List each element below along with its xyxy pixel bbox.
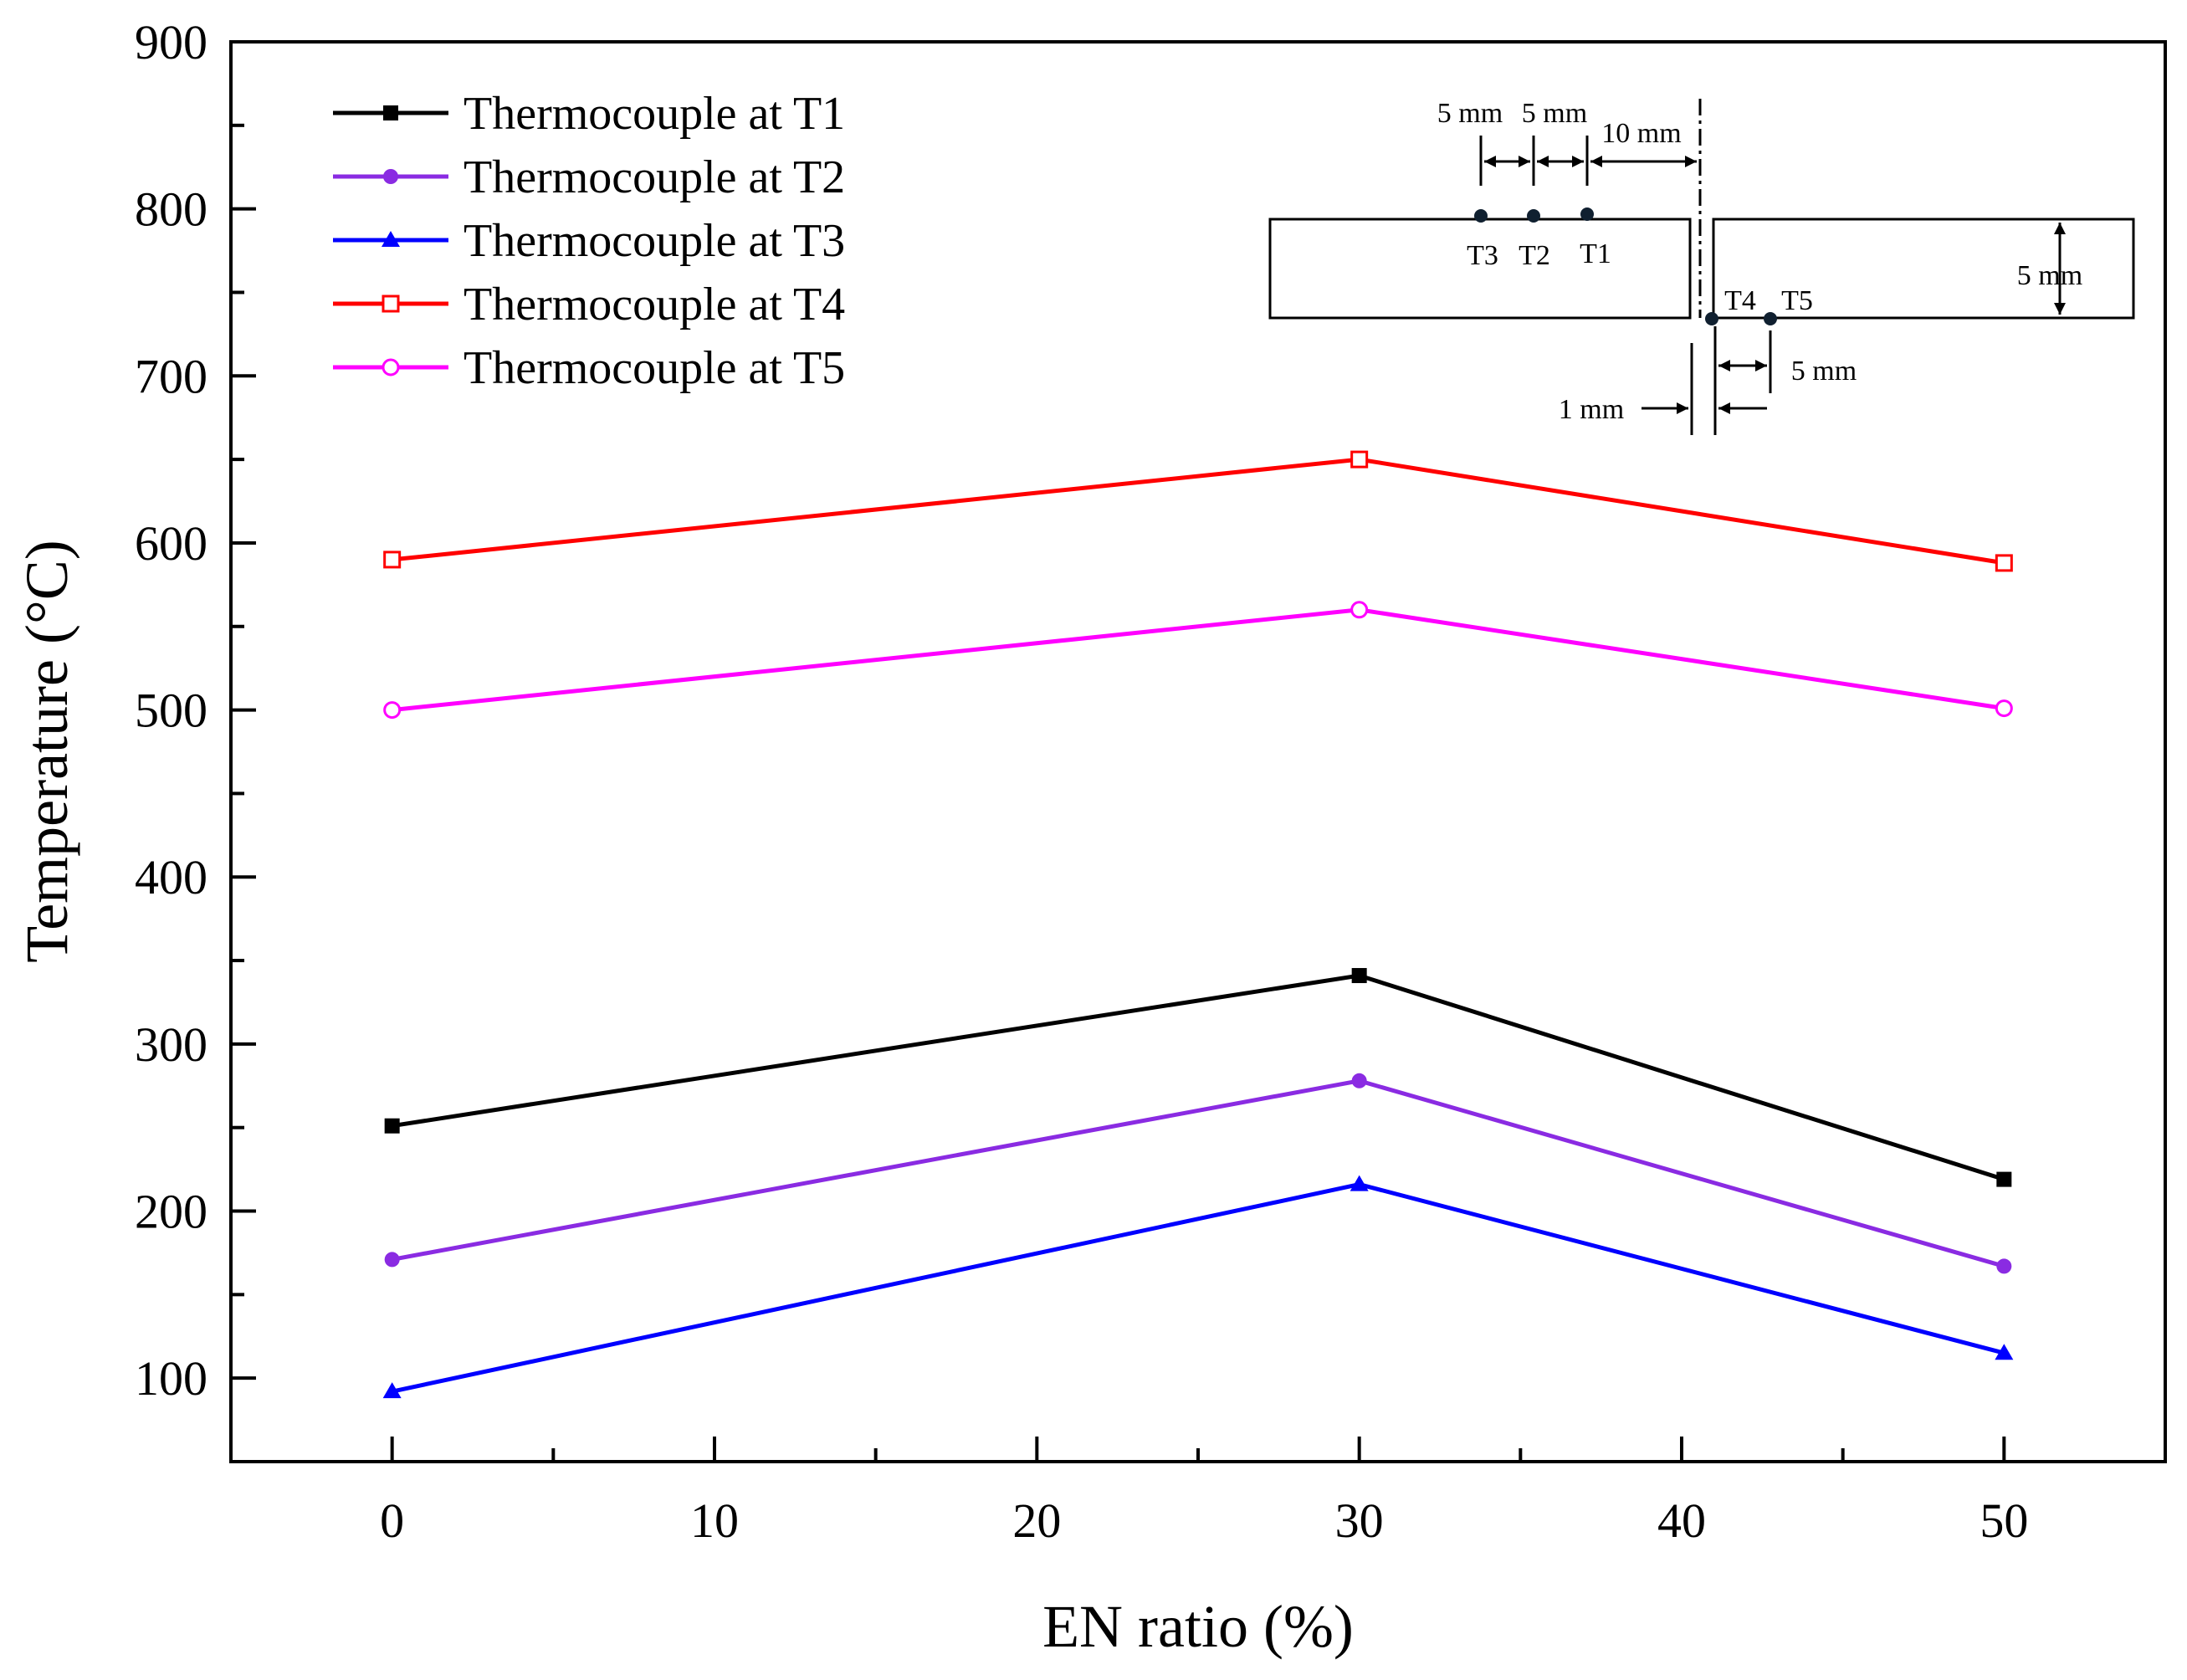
data-point (1351, 1073, 1367, 1088)
y-tick-label: 100 (135, 1351, 207, 1406)
series-2 (384, 1073, 2012, 1274)
legend-swatch-marker (382, 358, 400, 376)
series-layer (382, 450, 2014, 1399)
inset-label-5mm-a: 5 mm (1437, 98, 1503, 129)
y-tick-label: 300 (135, 1017, 207, 1072)
inset-label-5mm-bottom: 5 mm (1791, 356, 1857, 387)
dot-t3 (1474, 209, 1488, 223)
y-tick-label: 700 (135, 349, 207, 403)
y-tick-label: 500 (135, 684, 207, 738)
dot-t1 (1580, 207, 1594, 221)
data-point (382, 1382, 402, 1399)
x-tick-label: 50 (1980, 1493, 2028, 1548)
x-tick-label: 0 (380, 1493, 404, 1548)
legend-item: Thermocouple at T5 (333, 342, 845, 394)
series-line (392, 1078, 2005, 1268)
inset-label-thickness: 5 mm (2017, 260, 2082, 291)
x-axis-title: EN ratio (%) (1042, 1593, 1354, 1660)
arrowheads-5mm-bottom (1718, 360, 1767, 371)
series-3 (382, 1175, 2014, 1399)
x-tick-label: 10 (690, 1493, 739, 1548)
right-plate (1712, 218, 2135, 320)
arrowheads-1mm (1677, 402, 1730, 414)
inset-label-5mm-b: 5 mm (1522, 98, 1587, 129)
legend-label: Thermocouple at T2 (464, 151, 845, 203)
inset-label-t2: T2 (1519, 240, 1550, 271)
data-point (1996, 1171, 2012, 1187)
legend-swatch-marker (383, 105, 398, 120)
data-point (1995, 1344, 2014, 1360)
legend-swatch-marker (383, 169, 398, 184)
y-tick-label: 200 (135, 1185, 207, 1239)
legend-item: Thermocouple at T2 (333, 151, 845, 203)
data-point (1996, 1258, 2012, 1274)
data-point (384, 1118, 400, 1134)
arrowheads-top (1484, 156, 1697, 167)
legend-swatch-marker (382, 295, 400, 313)
legend-item: Thermocouple at T4 (333, 279, 845, 330)
data-point (1995, 699, 2013, 718)
series-4 (383, 450, 2013, 572)
data-point (384, 1252, 400, 1268)
y-axis-title: Temperature (°C) (13, 540, 80, 963)
inset-label-t3: T3 (1467, 240, 1498, 271)
x-tick-label: 20 (1012, 1493, 1061, 1548)
data-point (1351, 968, 1367, 984)
inset-label-t1: T1 (1580, 238, 1611, 269)
legend-label: Thermocouple at T4 (464, 279, 845, 330)
data-point (1995, 554, 2013, 572)
legend-item: Thermocouple at T3 (333, 215, 845, 267)
series-line (392, 457, 2005, 566)
legend-swatch-marker (382, 231, 400, 247)
y-axis: 100 200 300 400 500 600 700 800 900 (135, 15, 256, 1406)
legend-label: Thermocouple at T1 (464, 88, 845, 140)
x-axis: 0 10 20 30 40 50 (380, 1437, 2028, 1548)
dot-t4 (1705, 312, 1718, 325)
legend-label: Thermocouple at T3 (464, 215, 845, 267)
legend-label: Thermocouple at T5 (464, 342, 845, 394)
y-tick-label: 900 (135, 15, 207, 69)
series-line (392, 973, 2005, 1181)
inset-label-1mm: 1 mm (1559, 394, 1624, 425)
y-tick-label: 400 (135, 850, 207, 904)
inset-label-t5: T5 (1781, 285, 1813, 316)
legend-item: Thermocouple at T1 (333, 88, 845, 140)
data-point (1350, 601, 1369, 619)
thermocouple-schematic (1268, 99, 2135, 435)
x-tick-label: 30 (1335, 1493, 1384, 1548)
inset-label-t4: T4 (1724, 285, 1756, 316)
legend: Thermocouple at T1 Thermocouple at T2 Ther… (333, 88, 845, 394)
series-1 (384, 968, 2012, 1187)
data-point (1350, 450, 1369, 469)
data-point (383, 551, 402, 569)
series-line (392, 607, 2005, 713)
y-tick-label: 600 (135, 516, 207, 571)
dot-t5 (1764, 312, 1777, 325)
series-5 (383, 601, 2013, 720)
x-tick-label: 40 (1657, 1493, 1706, 1548)
inset-label-10mm: 10 mm (1601, 118, 1681, 149)
data-point (1350, 1175, 1369, 1191)
data-point (383, 701, 402, 720)
dot-t2 (1527, 209, 1540, 223)
y-tick-label: 800 (135, 182, 207, 237)
